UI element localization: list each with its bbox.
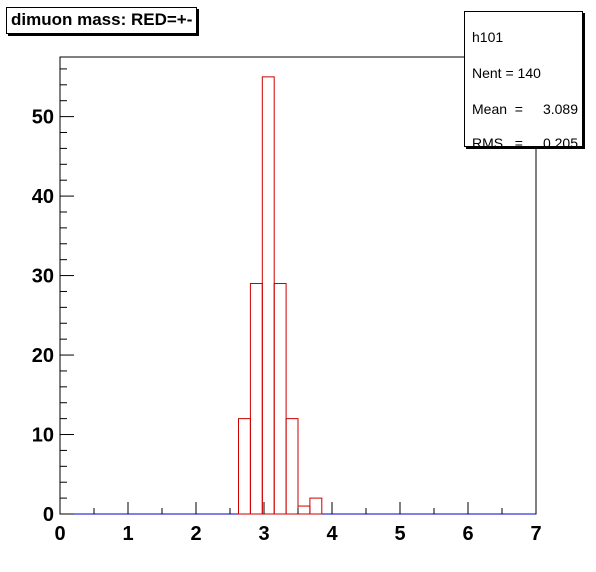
stats-mean-label: Mean = [472, 101, 527, 117]
y-tick-label: 20 [32, 345, 54, 367]
stats-box: h101 Nent = 140 Mean = 3.089 RMS = 0.205 [464, 11, 583, 151]
y-tick-label: 30 [32, 266, 54, 288]
stats-rms: RMS = 0.205 [472, 134, 578, 152]
stats-mean: Mean = 3.089 [472, 100, 578, 118]
stats-entries: Nent = 140 [472, 65, 541, 81]
stats-rms-value: 0.205 [542, 135, 578, 151]
y-tick-label: 40 [32, 186, 54, 208]
x-tick-label: 7 [530, 523, 541, 545]
x-tick-label: 5 [394, 523, 405, 545]
stats-mean-value: 3.089 [542, 101, 578, 117]
histogram-bin [249, 283, 263, 515]
histogram-bin [285, 418, 299, 515]
x-tick-label: 3 [258, 523, 269, 545]
histogram-bin [238, 418, 251, 515]
histogram-bin [273, 283, 287, 515]
x-tick-label: 2 [190, 523, 201, 545]
x-tick-label: 4 [326, 523, 338, 545]
x-tick-label: 1 [122, 523, 133, 545]
x-tick-label: 6 [462, 523, 473, 545]
histogram-bin [309, 497, 323, 515]
histogram-bin [261, 76, 275, 515]
stats-rms-label: RMS = [472, 135, 527, 151]
stats-histogram-name: h101 [472, 29, 504, 45]
y-tick-label: 50 [32, 107, 54, 129]
histogram-bin [297, 505, 311, 515]
x-tick-label: 0 [54, 523, 65, 545]
y-tick-label: 0 [43, 504, 54, 526]
y-tick-label: 10 [32, 425, 54, 447]
chart-title: dimuon mass: RED=+- [6, 7, 198, 34]
